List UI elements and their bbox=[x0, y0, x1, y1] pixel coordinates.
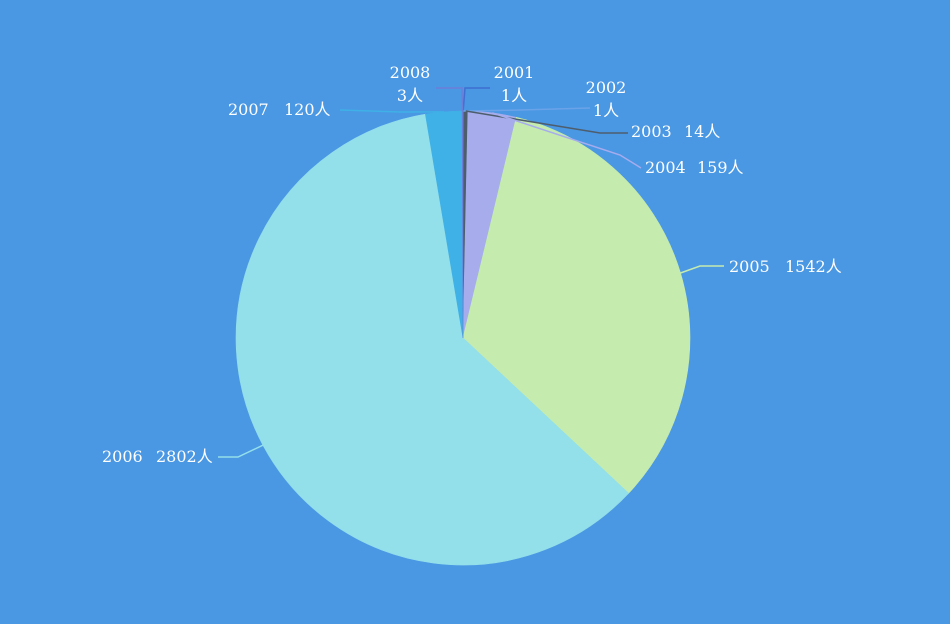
label-year-2003: 2003 bbox=[631, 122, 672, 141]
label-year-2004: 2004 bbox=[645, 158, 686, 177]
label-count-2007: 120人 bbox=[284, 100, 331, 119]
label-count-2004: 159人 bbox=[697, 158, 744, 177]
label-year-2001: 2001 bbox=[494, 63, 535, 82]
leader-line-2001 bbox=[462, 87, 490, 112]
pie-slices bbox=[235, 110, 691, 566]
leader-line-2008 bbox=[436, 87, 464, 112]
label-year-2007: 2007 bbox=[228, 100, 269, 119]
label-leader-lines bbox=[218, 87, 724, 458]
leader-line-2004 bbox=[492, 112, 642, 169]
label-year-2006: 2006 bbox=[102, 447, 143, 466]
label-year-2002: 2002 bbox=[586, 78, 627, 97]
leader-line-2006 bbox=[218, 444, 264, 458]
label-count-2002: 1人 bbox=[593, 101, 619, 120]
leader-line-2002 bbox=[463, 107, 591, 112]
slice-labels: 2001 1人 2002 1人 2003 14人 2004 159人 2005 … bbox=[102, 63, 842, 466]
leader-line-2007 bbox=[339, 109, 444, 113]
label-count-2005: 1542人 bbox=[785, 257, 842, 276]
pie-slice-2006 bbox=[235, 113, 630, 566]
label-count-2006: 2802人 bbox=[156, 447, 213, 466]
label-count-2001: 1人 bbox=[501, 86, 527, 105]
leader-line-2005 bbox=[680, 265, 724, 274]
label-count-2003: 14人 bbox=[684, 122, 720, 141]
label-year-2008: 2008 bbox=[390, 63, 431, 82]
label-year-2005: 2005 bbox=[729, 257, 770, 276]
label-count-2008: 3人 bbox=[397, 86, 423, 105]
